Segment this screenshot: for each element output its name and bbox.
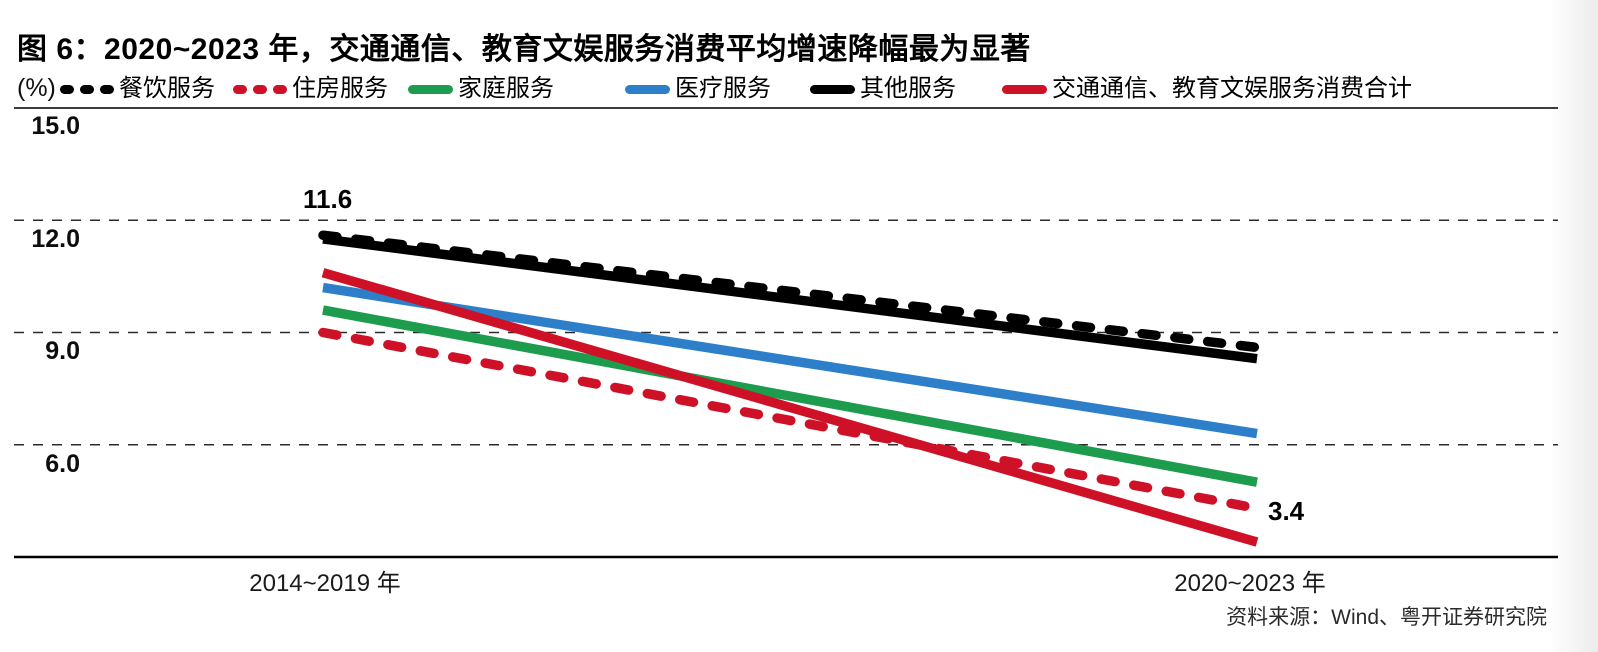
series-line-household-services [322, 305, 1258, 487]
legend-item-catering: 餐饮服务 [60, 74, 215, 104]
data-label-start-11-6: 11.6 [303, 184, 353, 214]
chart-title: 图 6：2020~2023 年，交通通信、教育文娱服务消费平均增速降幅最为显著 [17, 33, 1031, 66]
legend-item-household: 家庭服务 [408, 74, 554, 104]
legend-label: 餐饮服务 [119, 75, 215, 102]
series-line-other-services [322, 234, 1258, 364]
legend-label: 交通通信、教育文娱服务消费合计 [1052, 75, 1412, 102]
y-tick-label-9: 9.0 [45, 337, 80, 365]
legend-label: 医疗服务 [675, 75, 771, 102]
legend-swatch-black-solid [810, 84, 855, 94]
series-line-housing-services [318, 327, 1262, 514]
x-tick-label-2020-2023: 2020~2023 年 [1174, 570, 1326, 597]
source-note: 资料来源：Wind、粤开证券研究院 [1226, 606, 1547, 629]
legend-swatch-red-solid [1002, 84, 1047, 94]
y-axis-unit-label: (%) [17, 74, 56, 102]
y-tick-label-6: 6.0 [45, 450, 80, 478]
x-tick-label-2014-2019: 2014~2019 年 [249, 570, 401, 597]
series-line-transport-edu-services-total [321, 268, 1259, 547]
legend-swatch-blue-solid [625, 84, 670, 94]
series-line-medical-services [322, 282, 1258, 439]
legend-swatch-black-dashed [60, 84, 114, 94]
legend-item-other: 其他服务 [810, 74, 956, 104]
legend-label: 其他服务 [860, 75, 956, 102]
data-label-end-3-4: 3.4 [1268, 496, 1305, 526]
legend-item-medical: 医疗服务 [625, 74, 771, 104]
legend-item-transport-edu-total: 交通通信、教育文娱服务消费合计 [1002, 74, 1412, 104]
legend-swatch-green-solid [408, 84, 453, 94]
legend-swatch-red-dashed [233, 84, 287, 94]
y-tick-label-15: 15.0 [31, 112, 80, 140]
legend-item-housing: 住房服务 [233, 74, 388, 104]
legend-label: 住房服务 [292, 75, 388, 102]
y-tick-label-12: 12.0 [31, 225, 80, 253]
legend-label: 家庭服务 [458, 75, 554, 102]
series-line-catering-services [318, 230, 1262, 353]
